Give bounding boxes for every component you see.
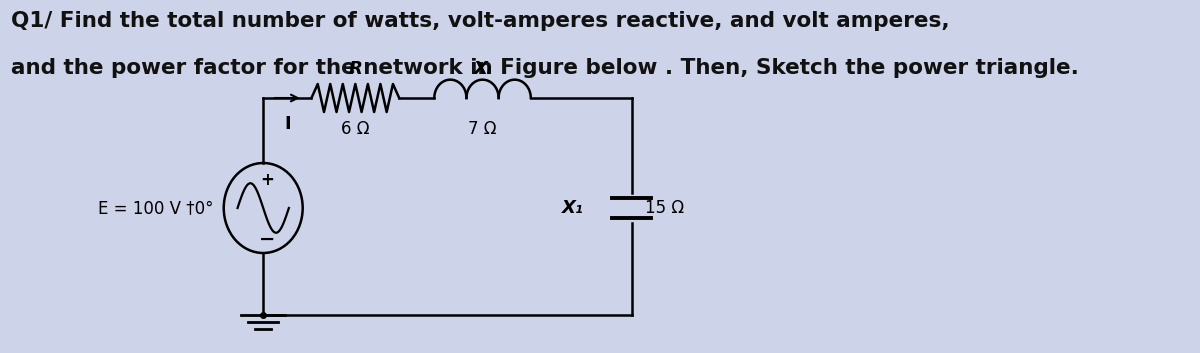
Text: I: I (284, 115, 292, 133)
Text: Xₗ: Xₗ (474, 60, 492, 78)
Text: Q1/ Find the total number of watts, volt-amperes reactive, and volt amperes,: Q1/ Find the total number of watts, volt… (11, 11, 949, 31)
Text: 7 Ω: 7 Ω (468, 120, 497, 138)
Text: 6 Ω: 6 Ω (341, 120, 370, 138)
Text: +: + (260, 171, 275, 189)
Text: E = 100 V †0°: E = 100 V †0° (97, 199, 214, 217)
Text: −: − (259, 230, 276, 249)
Text: 15 Ω: 15 Ω (644, 199, 684, 217)
Text: R: R (348, 60, 362, 78)
Text: X₁: X₁ (562, 199, 583, 217)
Text: and the power factor for the network in Figure below . Then, Sketch the power tr: and the power factor for the network in … (11, 58, 1079, 78)
